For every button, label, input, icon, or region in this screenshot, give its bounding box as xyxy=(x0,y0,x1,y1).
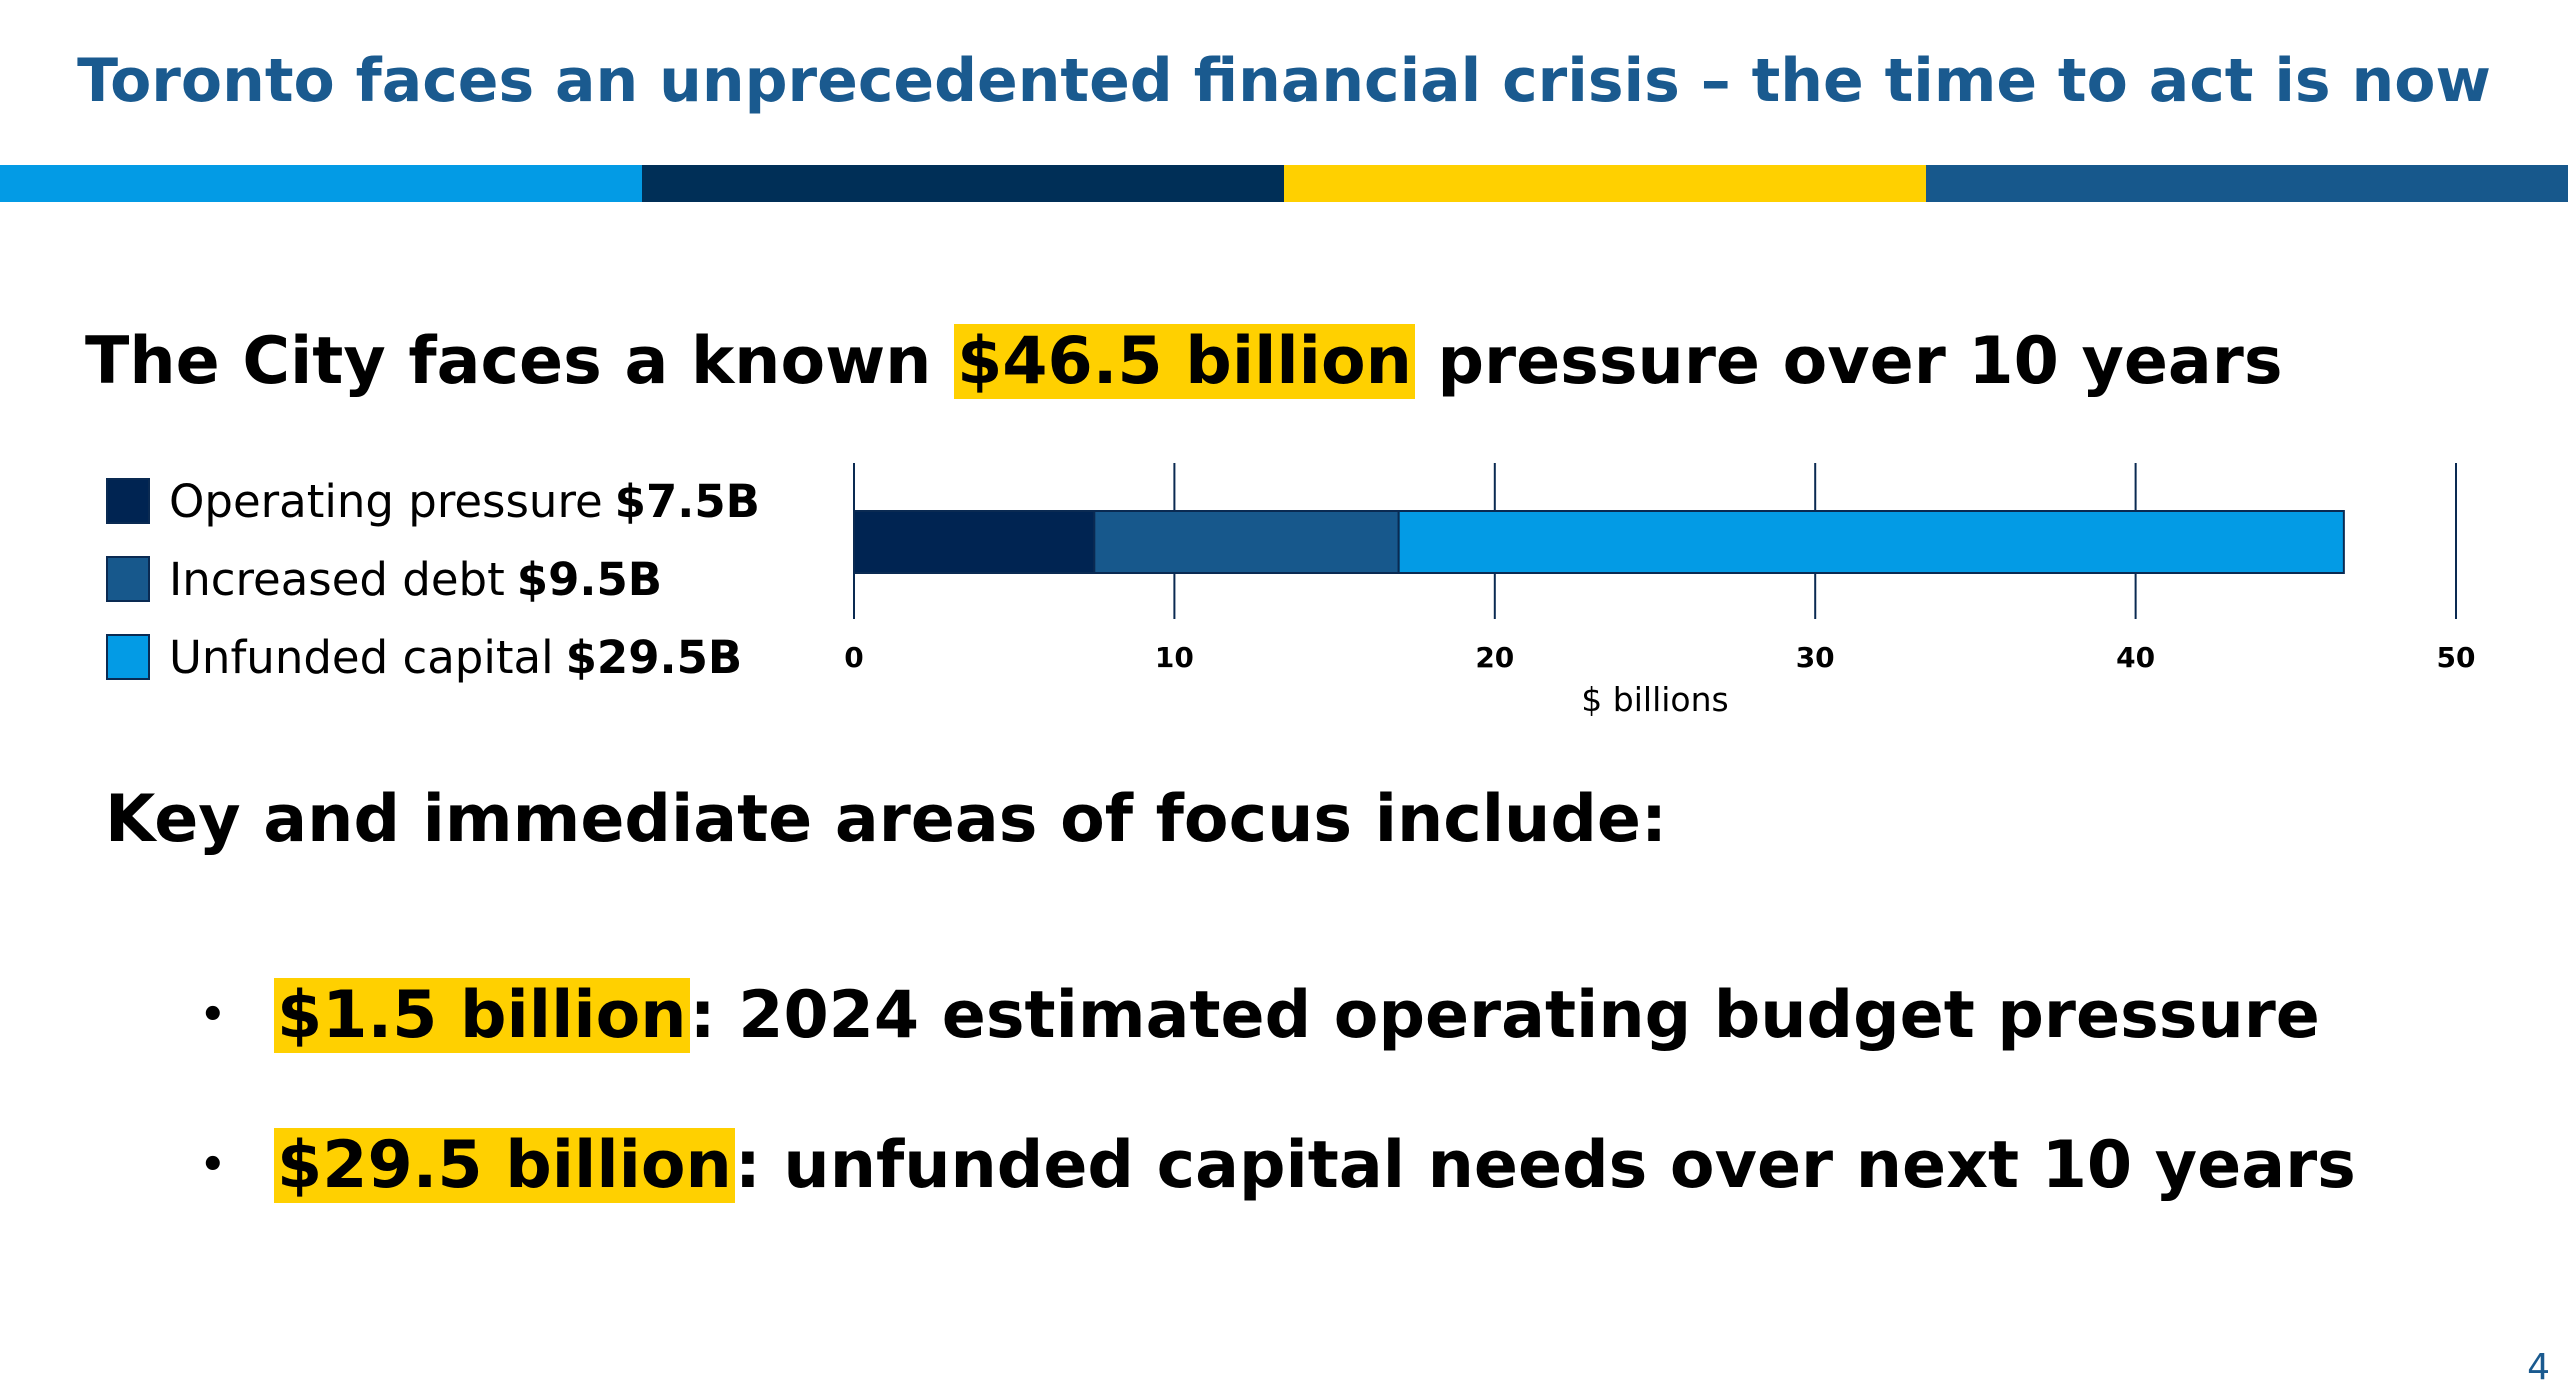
stripe-segment-4 xyxy=(1926,165,2568,202)
bar-segment xyxy=(853,510,1096,574)
x-axis-label: $ billions xyxy=(1581,680,1729,719)
legend-value: $9.5B xyxy=(516,552,663,606)
chart-svg: 0 10 20 30 40 50 xyxy=(844,463,2476,674)
headline-after: pressure over 10 years xyxy=(1414,324,2283,399)
focus-item-text: : 2024 estimated operating budget pressu… xyxy=(689,977,2320,1053)
legend-swatch-debt xyxy=(106,556,150,602)
legend-value: $7.5B xyxy=(614,474,760,528)
x-tick-label: 20 xyxy=(1475,641,1514,674)
x-tick-label: 40 xyxy=(2116,641,2155,674)
color-stripe xyxy=(0,165,2568,202)
page-number: 4 xyxy=(2527,1347,2550,1388)
legend-swatch-capital xyxy=(106,634,150,680)
x-tick-label: 0 xyxy=(844,641,863,674)
legend-item-capital: Unfunded capital $29.5B xyxy=(106,618,760,696)
legend-item-operating: Operating pressure $7.5B xyxy=(106,462,760,540)
bullet-dot: • xyxy=(200,1142,226,1188)
headline-before: The City faces a known xyxy=(85,324,955,399)
focus-item: • $1.5 billion: 2024 estimated operating… xyxy=(200,940,2356,1090)
headline: The City faces a known $46.5 billion pre… xyxy=(85,318,2283,406)
x-tick-label: 10 xyxy=(1155,641,1194,674)
stripe-segment-1 xyxy=(0,165,642,202)
stripe-segment-3 xyxy=(1284,165,1926,202)
legend-item-debt: Increased debt $9.5B xyxy=(106,540,760,618)
legend-label: Unfunded capital xyxy=(169,630,554,684)
bullet-dot: • xyxy=(200,992,226,1038)
stripe-segment-2 xyxy=(642,165,1284,202)
headline-highlight: $46.5 billion xyxy=(954,324,1415,399)
legend-label: Operating pressure xyxy=(169,474,603,528)
focus-item: • $29.5 billion: unfunded capital needs … xyxy=(200,1090,2356,1240)
legend-swatch-operating xyxy=(106,478,150,524)
slide-title: Toronto faces an unprecedented financial… xyxy=(77,46,2491,116)
x-tick-label: 50 xyxy=(2437,641,2476,674)
legend-value: $29.5B xyxy=(565,630,743,684)
x-tick-label: 30 xyxy=(1796,641,1835,674)
focus-list: • $1.5 billion: 2024 estimated operating… xyxy=(200,940,2356,1240)
legend-label: Increased debt xyxy=(169,552,505,606)
focus-item-text: : unfunded capital needs over next 10 ye… xyxy=(734,1127,2356,1203)
bar-segment xyxy=(1397,510,2345,574)
chart-legend: Operating pressure $7.5B Increased debt … xyxy=(106,462,760,696)
focus-item-highlight: $29.5 billion xyxy=(274,1127,735,1203)
bar-segment xyxy=(1093,510,1400,574)
stacked-bar-chart: 0 10 20 30 40 50 $ billions xyxy=(820,455,2520,745)
focus-heading: Key and immediate areas of focus include… xyxy=(105,782,1667,857)
focus-item-highlight: $1.5 billion xyxy=(274,977,690,1053)
